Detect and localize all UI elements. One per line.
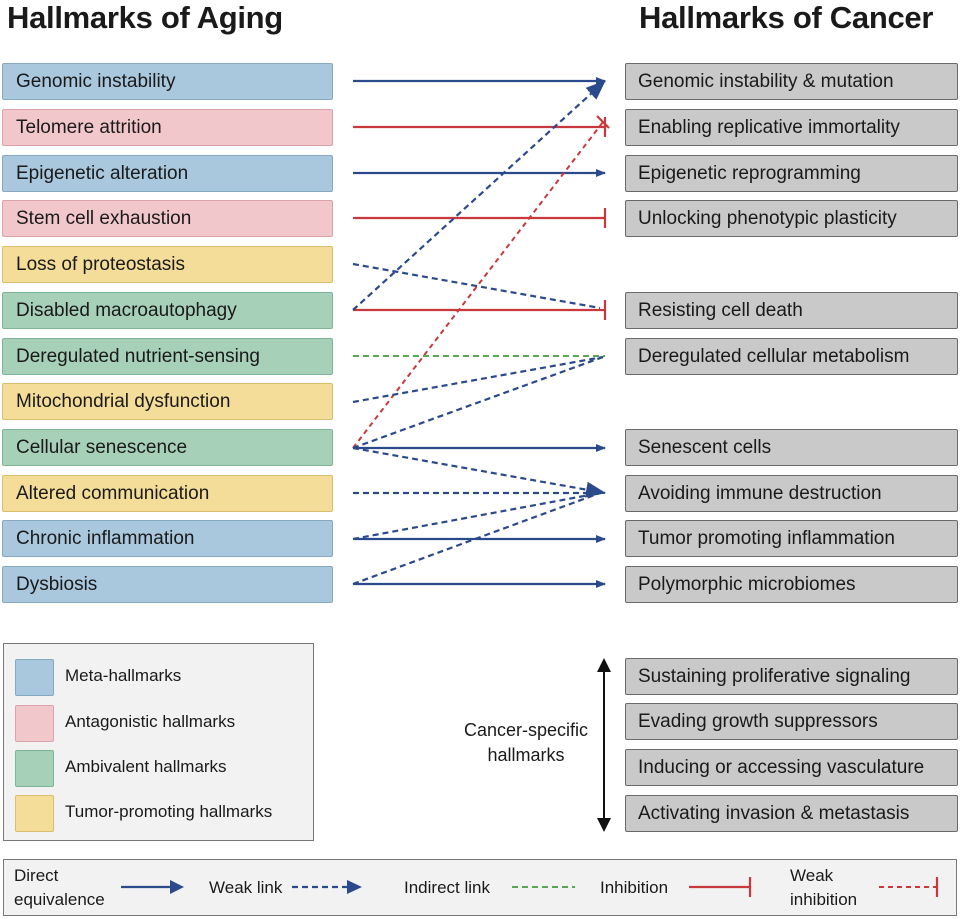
key-inhibition: Inhibition	[600, 878, 669, 897]
link-inflammation-to-immune-weak	[352, 491, 601, 541]
link-senescence-weak-inhibition	[352, 121, 604, 449]
cancer-avoiding-immune-destruction: Avoiding immune destruction	[625, 475, 958, 512]
key-weak: Weak link	[209, 878, 283, 897]
cancer-senescent-cells: Senescent cells	[625, 429, 958, 466]
legend-label-ambivalent: Ambivalent hallmarks	[65, 757, 227, 776]
cancer-genomic-instability-mutation: Genomic instability & mutation	[625, 63, 958, 100]
cancer-specific-label: Cancer-specific hallmarks	[446, 718, 606, 768]
aging-deregulated-nutrient-sensing: Deregulated nutrient-sensing	[2, 338, 333, 375]
cancer-replicative-immortality: Enabling replicative immortality	[625, 109, 958, 146]
cancer-polymorphic-microbiomes: Polymorphic microbiomes	[625, 566, 958, 603]
legend-swatch-ambivalent	[15, 750, 54, 787]
link-senescence-weak-inhibition-bar	[596, 115, 610, 129]
legend-label-tumor: Tumor-promoting hallmarks	[65, 802, 273, 821]
link-proteostasis-to-celldeath-weak	[352, 262, 601, 310]
cancer-specific-span-arrow-bottom	[597, 818, 611, 832]
legend-label-antagonistic: Antagonistic hallmarks	[65, 712, 236, 731]
link-macroautophagy-to-genomic-weak	[352, 80, 606, 311]
link-key: Direct equivalence Weak link Indirect li…	[3, 859, 957, 916]
aging-dysbiosis: Dysbiosis	[2, 566, 333, 603]
legend-label-meta: Meta-hallmarks	[65, 666, 182, 685]
aging-telomere-attrition: Telomere attrition	[2, 109, 333, 146]
aging-loss-of-proteostasis: Loss of proteostasis	[2, 246, 333, 283]
cancer-phenotypic-plasticity: Unlocking phenotypic plasticity	[625, 200, 958, 237]
key-weak-sample-head	[347, 880, 362, 894]
key-weak-inhibition-line2: inhibition	[790, 890, 858, 909]
aging-title: Hallmarks of Aging	[7, 0, 283, 35]
key-direct-line1: Direct	[14, 866, 59, 885]
cancer-title: Hallmarks of Cancer	[639, 0, 934, 35]
key-weak-inhibition-line1: Weak	[790, 866, 834, 885]
legend-swatch-tumor	[15, 795, 54, 832]
key-direct-line2: equivalence	[14, 890, 105, 909]
link-senescence-to-metabolism-weak	[352, 355, 604, 450]
key-indirect: Indirect link	[404, 878, 490, 897]
aging-chronic-inflammation: Chronic inflammation	[2, 520, 333, 557]
aging-stem-cell-exhaustion: Stem cell exhaustion	[2, 200, 333, 237]
cancer-deregulated-metabolism: Deregulated cellular metabolism	[625, 338, 958, 375]
key-samples	[121, 877, 939, 897]
aging-disabled-macroautophagy: Disabled macroautophagy	[2, 292, 333, 329]
aging-mitochondrial-dysfunction: Mitochondrial dysfunction	[2, 383, 333, 420]
legend-swatch-antagonistic	[15, 705, 54, 742]
aging-epigenetic-alteration: Epigenetic alteration	[2, 155, 333, 192]
cancer-evading-growth-suppressors: Evading growth suppressors	[625, 703, 958, 740]
link-senescence-to-immune-weak	[352, 446, 606, 498]
cancer-tumor-promoting-inflammation: Tumor promoting inflammation	[625, 520, 958, 557]
cancer-specific-span-arrow-top	[597, 658, 611, 672]
category-legend: Meta-hallmarks Antagonistic hallmarks Am…	[3, 643, 314, 841]
aging-genomic-instability: Genomic instability	[2, 63, 333, 100]
cancer-invasion-metastasis: Activating invasion & metastasis	[625, 795, 958, 832]
aging-cellular-senescence: Cellular senescence	[2, 429, 333, 466]
cancer-epigenetic-reprogramming: Epigenetic reprogramming	[625, 155, 958, 192]
link-dysbiosis-to-immune-weak	[352, 491, 601, 586]
cancer-inducing-vasculature: Inducing or accessing vasculature	[625, 749, 958, 786]
cancer-specific-label-line1: Cancer-specific	[463, 720, 589, 740]
cancer-sustaining-proliferative-signaling: Sustaining proliferative signaling	[625, 658, 958, 695]
legend-swatch-meta	[15, 659, 54, 696]
aging-altered-communication: Altered communication	[2, 475, 333, 512]
link-mitochondria-to-metabolism-weak	[352, 355, 604, 404]
cancer-specific-label-line2: hallmarks	[487, 745, 565, 765]
key-direct-sample-head	[170, 880, 184, 894]
cancer-resisting-cell-death: Resisting cell death	[625, 292, 958, 329]
